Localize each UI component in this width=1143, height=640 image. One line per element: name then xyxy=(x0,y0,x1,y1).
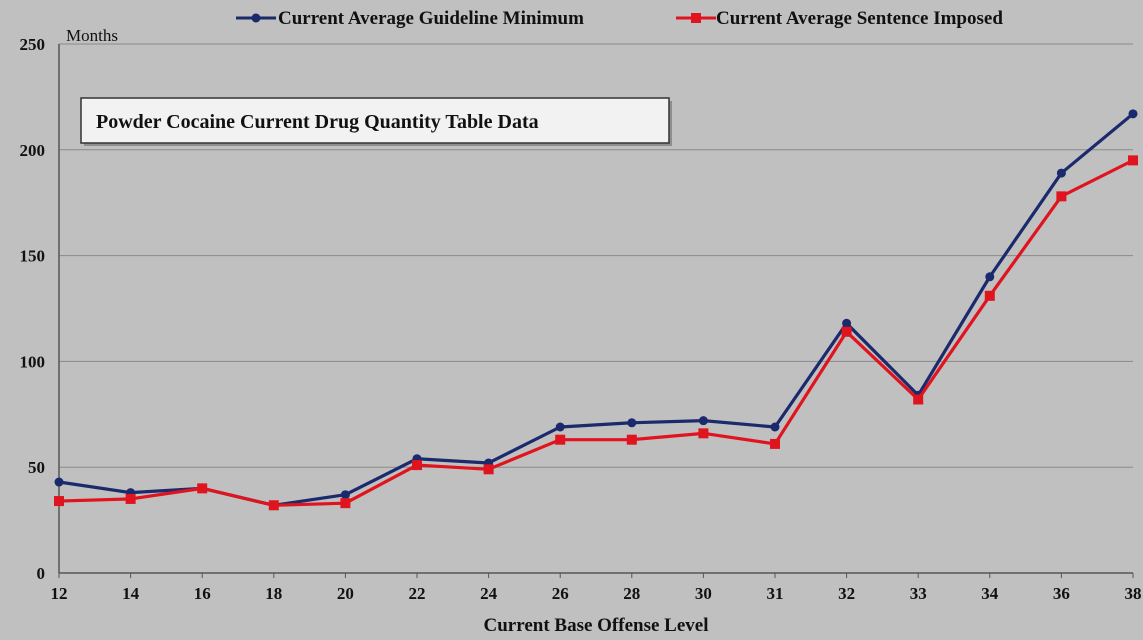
x-tick-labels: 12 14 16 18 20 22 24 26 28 30 31 32 33 34 36 38 xyxy=(51,573,1142,603)
data-point xyxy=(483,464,494,475)
data-point xyxy=(1128,155,1138,166)
legend: Current Average Guideline Minimum Curren… xyxy=(236,8,1003,29)
data-point xyxy=(340,498,351,509)
x-tick-label: 20 xyxy=(337,584,354,603)
x-tick-label: 34 xyxy=(981,584,999,603)
legend-item-guideline-minimum: Current Average Guideline Minimum xyxy=(236,8,584,29)
data-point xyxy=(555,422,565,432)
x-tick-label: 22 xyxy=(409,584,426,603)
x-tick-label: 30 xyxy=(695,584,712,603)
y-tick-label: 100 xyxy=(20,352,46,371)
data-point xyxy=(627,418,637,428)
x-tick-label: 26 xyxy=(552,584,569,603)
title-box-frame xyxy=(80,97,670,144)
x-tick-label: 31 xyxy=(767,584,784,603)
data-point xyxy=(626,434,637,445)
x-tick-label: 14 xyxy=(122,584,140,603)
data-point xyxy=(1128,109,1138,119)
x-tick-label: 36 xyxy=(1053,584,1070,603)
series-guideline-minimum xyxy=(54,109,1138,510)
y-tick-label: 150 xyxy=(20,247,46,266)
data-point xyxy=(770,422,780,432)
data-point xyxy=(125,493,136,504)
data-point xyxy=(412,460,422,471)
y-tick-label: 200 xyxy=(20,141,46,160)
data-point xyxy=(340,490,350,500)
x-tick-label: 28 xyxy=(623,584,640,603)
x-tick-label: 38 xyxy=(1125,584,1142,603)
data-point xyxy=(268,500,279,511)
chart-title: Powder Cocaine Current Drug Quantity Tab… xyxy=(96,111,539,133)
y-tick-label: 250 xyxy=(20,35,46,54)
y-tick-label: 50 xyxy=(28,458,45,477)
x-axis-title: Current Base Offense Level xyxy=(484,615,709,636)
data-point xyxy=(985,272,995,282)
series-line xyxy=(58,158,1134,507)
data-point xyxy=(54,477,64,487)
x-tick-label: 24 xyxy=(480,584,498,603)
data-point xyxy=(555,434,566,445)
data-point xyxy=(913,394,924,405)
data-point xyxy=(698,428,709,439)
data-point xyxy=(698,416,708,426)
legend-item-sentence-imposed: Current Average Sentence Imposed xyxy=(676,8,1003,29)
series-line xyxy=(58,112,1135,507)
data-point xyxy=(770,438,780,449)
chart-title-box: Powder Cocaine Current Drug Quantity Tab… xyxy=(80,97,672,146)
data-point xyxy=(54,496,64,507)
series-sentence-imposed xyxy=(54,155,1138,511)
data-point xyxy=(841,326,852,337)
legend-label-guideline-minimum: Current Average Guideline Minimum xyxy=(278,8,584,29)
y-tick-labels: 0 50 100 150 200 250 xyxy=(20,35,46,583)
data-point xyxy=(1056,168,1066,178)
x-tick-label: 18 xyxy=(265,584,282,603)
y-tick-label: 0 xyxy=(37,564,46,583)
legend-marker-guideline-minimum xyxy=(251,13,261,23)
x-tick-label: 12 xyxy=(51,584,68,603)
legend-label-sentence-imposed: Current Average Sentence Imposed xyxy=(716,8,1003,29)
x-tick-label: 16 xyxy=(194,584,211,603)
gridlines xyxy=(59,43,1133,468)
legend-marker-sentence-imposed xyxy=(691,13,701,23)
data-point xyxy=(984,290,995,301)
data-point xyxy=(1056,191,1067,202)
y-axis-label: Months xyxy=(66,26,118,45)
data-point xyxy=(842,318,852,328)
series xyxy=(54,109,1138,511)
x-tick-label: 33 xyxy=(910,584,927,603)
x-tick-label: 32 xyxy=(838,584,855,603)
data-point xyxy=(197,483,208,494)
